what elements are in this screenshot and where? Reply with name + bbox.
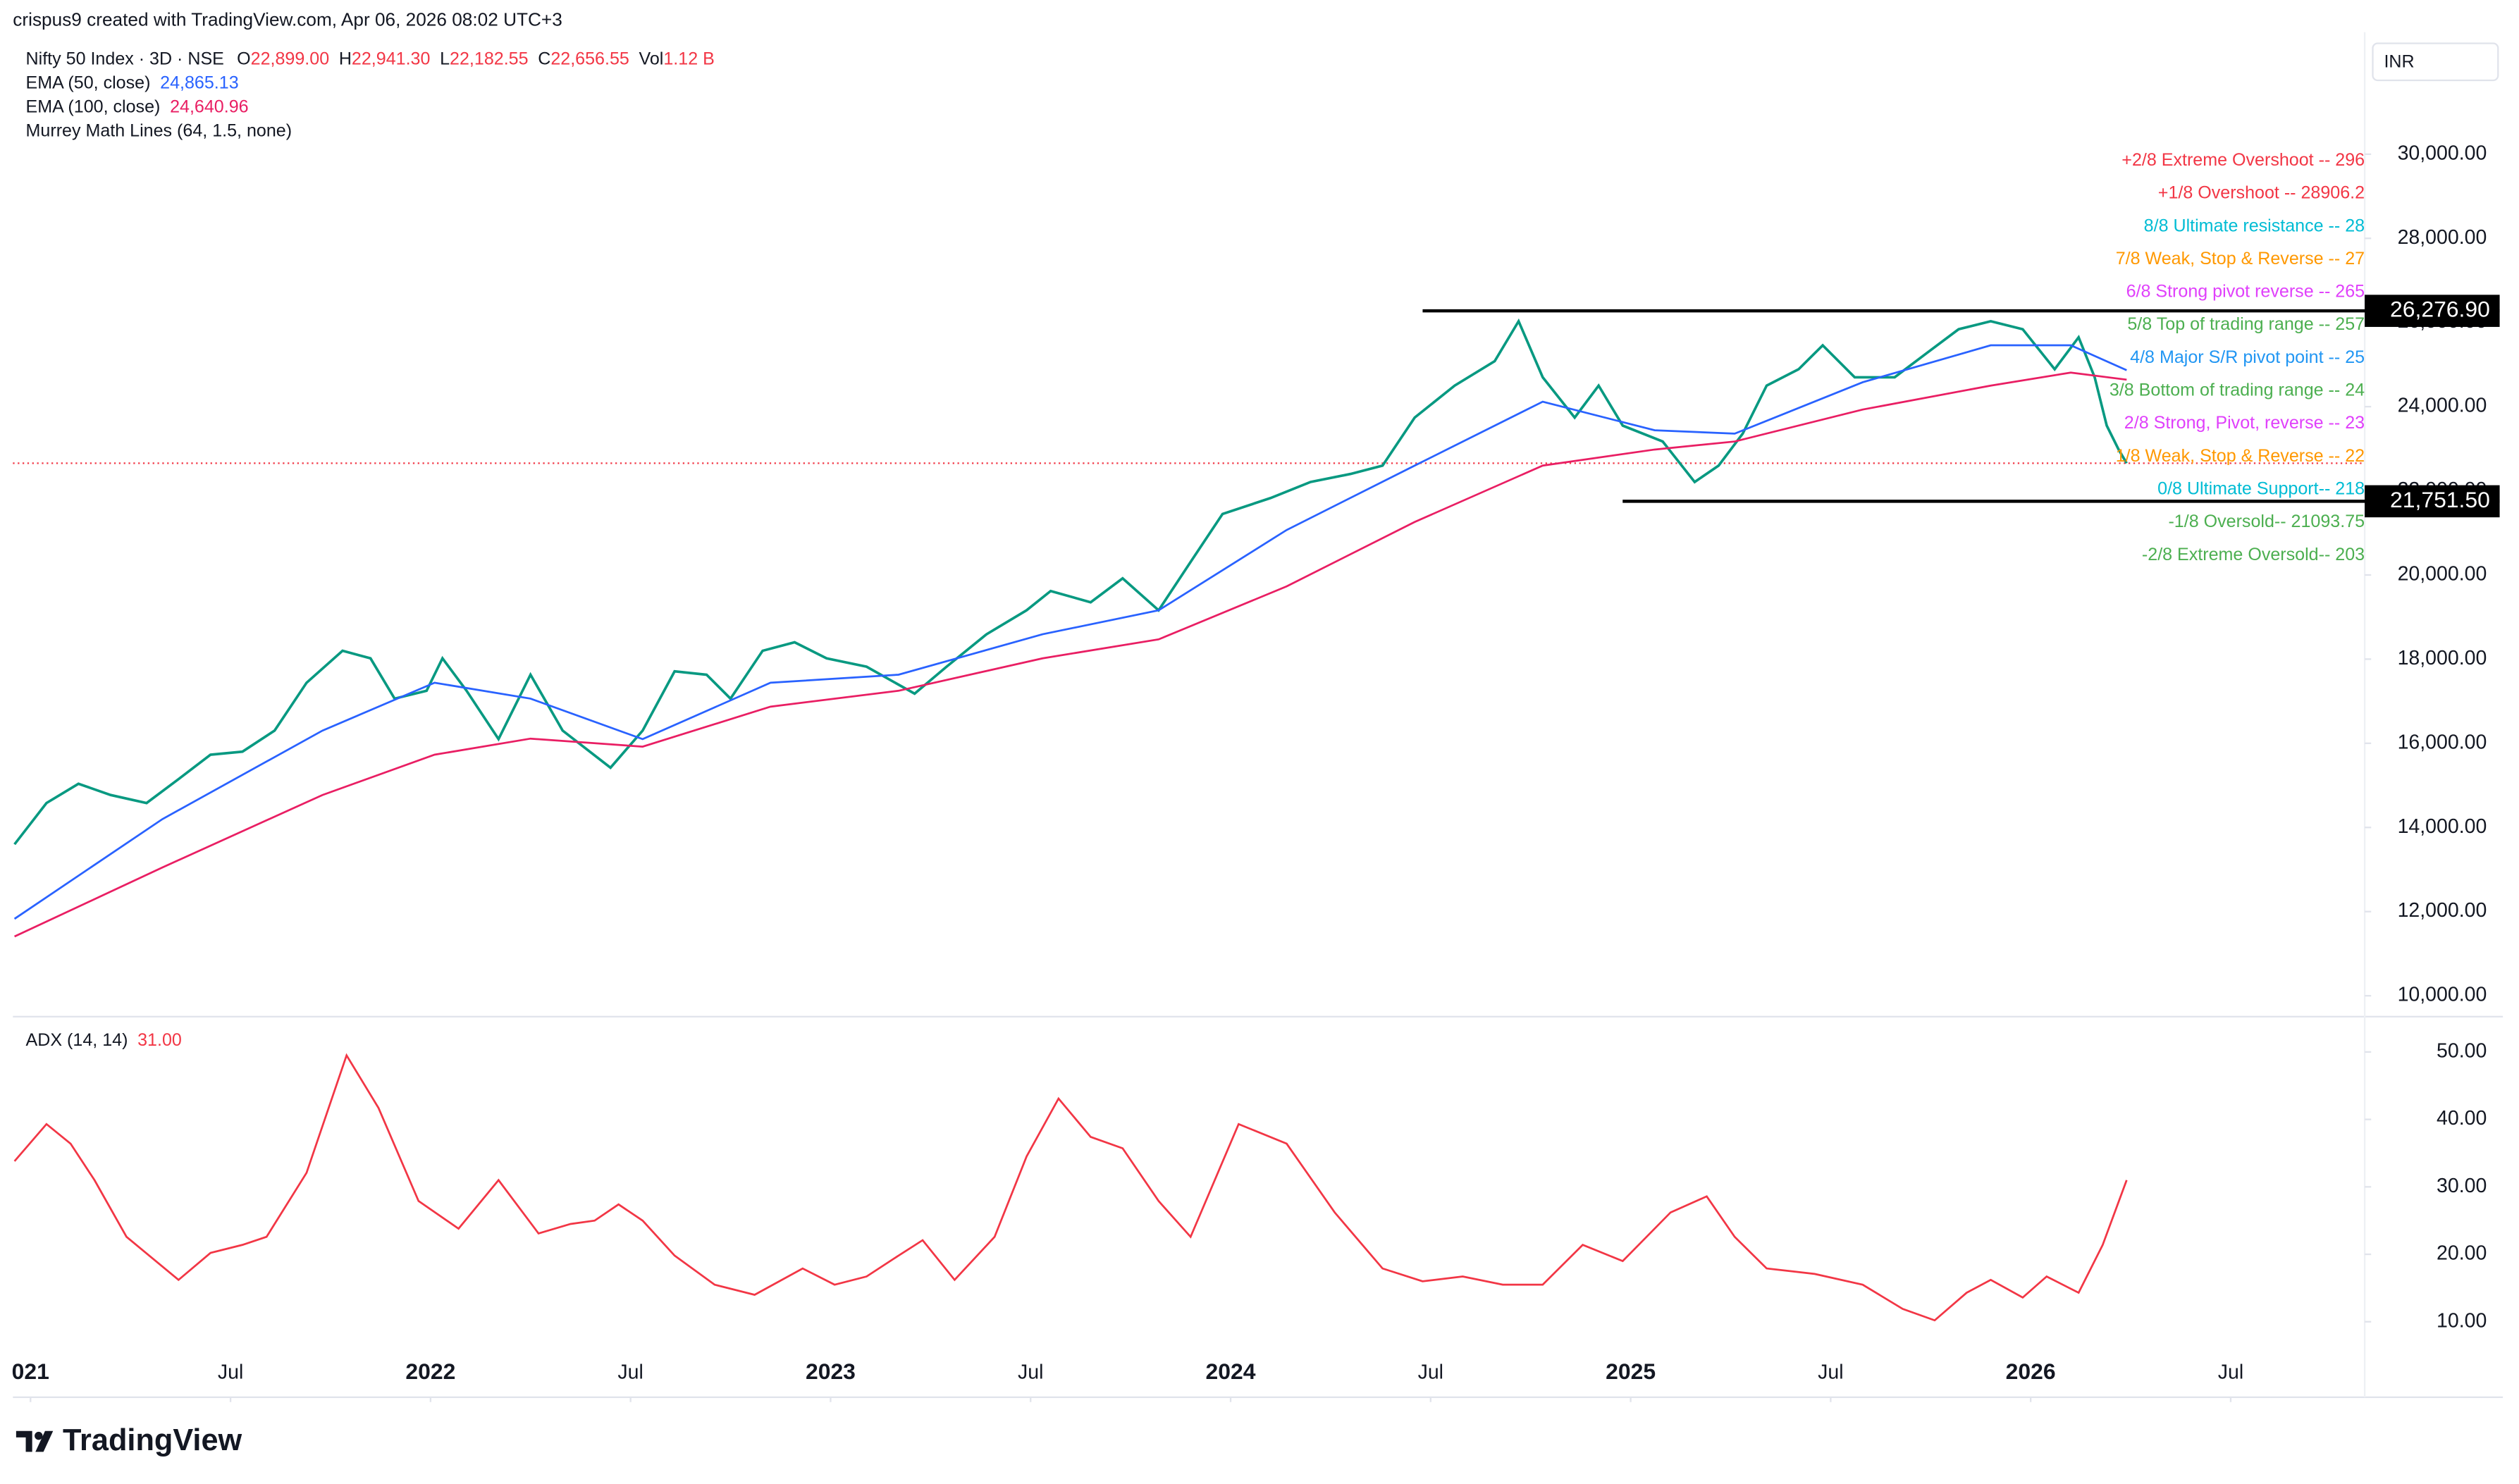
- murrey-label: -1/8 Oversold-- 21093.75: [2168, 512, 2365, 531]
- legend-entry: EMA (50, close) 24,865.13: [26, 73, 239, 92]
- x-tick-label: 2022: [405, 1359, 455, 1384]
- price-label: 26,276.90: [2390, 297, 2490, 322]
- price-label: 21,751.50: [2390, 487, 2490, 512]
- y-tick-label: 30.00: [2437, 1175, 2487, 1197]
- murrey-label: +2/8 Extreme Overshoot -- 296: [2121, 150, 2365, 170]
- x-tick-label: Jul: [1418, 1361, 1443, 1383]
- x-tick-label: 2026: [2006, 1359, 2056, 1384]
- ohlc-value: 22,899.00: [251, 49, 330, 68]
- legend-name: EMA (50, close): [26, 73, 151, 92]
- x-tick-label: Jul: [617, 1361, 643, 1383]
- y-tick-label: 16,000.00: [2398, 731, 2487, 753]
- symbol-row: Nifty 50 Index · 3D · NSE O22,899.00 H22,9…: [26, 49, 715, 68]
- y-tick-label: 12,000.00: [2398, 899, 2487, 922]
- murrey-label: 1/8 Weak, Stop & Reverse -- 22: [2116, 446, 2365, 466]
- ohlc-key: O: [237, 49, 251, 68]
- x-tick-label: 2025: [1606, 1359, 1656, 1384]
- legend-name: EMA (100, close): [26, 97, 161, 116]
- ohlc-key: Vol: [639, 49, 664, 68]
- y-tick-label: 14,000.00: [2398, 815, 2487, 838]
- murrey-label: 0/8 Ultimate Support-- 218: [2157, 479, 2365, 499]
- logo-dot: [35, 1431, 43, 1440]
- murrey-label: +1/8 Overshoot -- 28906.2: [2158, 183, 2365, 203]
- legend-value: 24,640.96: [170, 97, 249, 116]
- ohlc-key: C: [538, 49, 550, 68]
- murrey-label: 7/8 Weak, Stop & Reverse -- 27: [2116, 249, 2365, 268]
- x-tick-label: 021: [12, 1359, 49, 1384]
- indicator-legend: Murrey Math Lines (64, 1.5, none): [26, 121, 292, 141]
- y-tick-label: 30,000.00: [2398, 142, 2487, 164]
- x-tick-label: 2023: [806, 1359, 856, 1384]
- x-tick-label: Jul: [218, 1361, 243, 1383]
- murrey-label: -2/8 Extreme Oversold-- 203: [2142, 545, 2365, 564]
- x-tick-label: Jul: [1818, 1361, 1843, 1383]
- logo-icon: [16, 1430, 54, 1452]
- series-line: [14, 371, 2127, 938]
- y-tick-label: 20.00: [2437, 1242, 2487, 1265]
- currency-box: [2372, 42, 2499, 82]
- y-tick-label: 20,000.00: [2398, 562, 2487, 585]
- x-tick-label: Jul: [2218, 1361, 2243, 1383]
- y-tick-label: 10,000.00: [2398, 984, 2487, 1006]
- legend-name: ADX (14, 14): [26, 1030, 128, 1050]
- brand: TradingView: [63, 1423, 242, 1457]
- price-label-box: [2365, 295, 2500, 327]
- ohlc-value: 22,941.30: [352, 49, 430, 68]
- murrey-label: 2/8 Strong, Pivot, reverse -- 23: [2124, 413, 2365, 433]
- y-tick-label: 40.00: [2437, 1107, 2487, 1130]
- murrey-label: 4/8 Major S/R pivot point -- 25: [2130, 347, 2365, 367]
- series-line: [13, 318, 2128, 846]
- y-tick-label: 50.00: [2437, 1039, 2487, 1062]
- murrey-label: 3/8 Bottom of trading range -- 24: [2110, 381, 2365, 400]
- murrey-label: 8/8 Ultimate resistance -- 28: [2144, 216, 2365, 235]
- murrey-label: 5/8 Top of trading range -- 257: [2127, 314, 2365, 334]
- ohlc-value: 22,182.55: [450, 49, 529, 68]
- legend-value: 31.00: [137, 1030, 182, 1050]
- price-label-box: [2365, 485, 2500, 518]
- ohlc-value: 22,656.55: [550, 49, 629, 68]
- y-tick-label: 10.00: [2437, 1309, 2487, 1332]
- series-line: [13, 344, 2127, 920]
- series-line: [13, 1053, 2128, 1322]
- legend-entry: EMA (100, close) 24,640.96: [26, 97, 249, 116]
- x-tick-label: 2024: [1206, 1359, 1256, 1384]
- currency: INR: [2384, 52, 2414, 72]
- ohlc-key: H: [339, 49, 352, 68]
- legend-entry: ADX (14, 14) 31.00: [26, 1030, 182, 1050]
- ohlc-value: 1.12 B: [663, 49, 714, 68]
- symbol: Nifty 50 Index · 3D · NSE: [26, 49, 224, 68]
- y-tick-label: 28,000.00: [2398, 226, 2487, 249]
- y-tick-label: 24,000.00: [2398, 395, 2487, 417]
- legend-value: 24,865.13: [160, 73, 238, 92]
- x-tick-label: Jul: [1018, 1361, 1043, 1383]
- murrey-label: 6/8 Strong pivot reverse -- 265: [2126, 282, 2365, 302]
- ohlc-key: L: [440, 49, 450, 68]
- brand-logo: TradingView: [16, 1423, 242, 1457]
- credit: crispus9 created with TradingView.com, A…: [13, 9, 562, 30]
- y-tick-label: 18,000.00: [2398, 647, 2487, 669]
